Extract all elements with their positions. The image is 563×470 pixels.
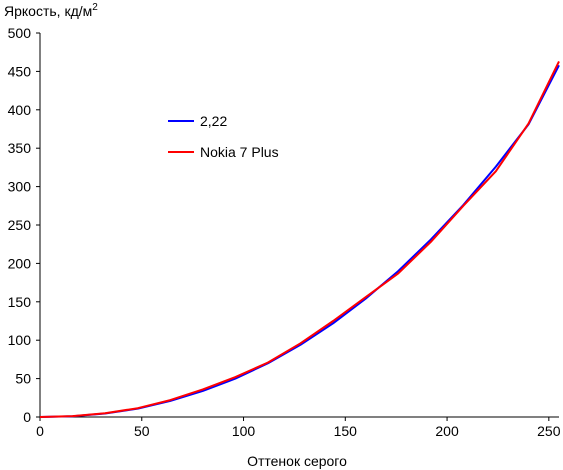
y-tick-label: 500 <box>8 25 32 41</box>
x-tick-label: 100 <box>232 423 256 439</box>
y-tick-label: 100 <box>8 332 32 348</box>
legend-label-nokia-7-plus: Nokia 7 Plus <box>200 144 279 160</box>
y-tick-label: 400 <box>8 102 32 118</box>
x-tick-label: 50 <box>134 423 150 439</box>
y-tick-label: 50 <box>15 371 31 387</box>
x-axis-label: Оттенок серого <box>247 453 347 469</box>
y-tick-label: 350 <box>8 140 32 156</box>
x-tick-label: 150 <box>334 423 358 439</box>
series-line-2-22 <box>39 64 560 418</box>
x-tick-label: 0 <box>36 423 44 439</box>
y-tick-label: 150 <box>8 294 32 310</box>
y-tick-label: 300 <box>8 179 32 195</box>
legend-label-2-22: 2,22 <box>200 113 227 129</box>
y-tick-label: 0 <box>23 409 31 425</box>
y-tick-label: 200 <box>8 255 32 271</box>
y-tick-label: 450 <box>8 63 32 79</box>
x-tick-label: 250 <box>537 423 561 439</box>
x-tick-label: 200 <box>435 423 459 439</box>
series-line-nokia-7-plus <box>39 60 560 418</box>
y-tick-label: 250 <box>8 217 32 233</box>
legend: 2,22 Nokia 7 Plus <box>168 113 279 160</box>
y-axis-label: Яркость, кд/м2 <box>4 2 98 19</box>
